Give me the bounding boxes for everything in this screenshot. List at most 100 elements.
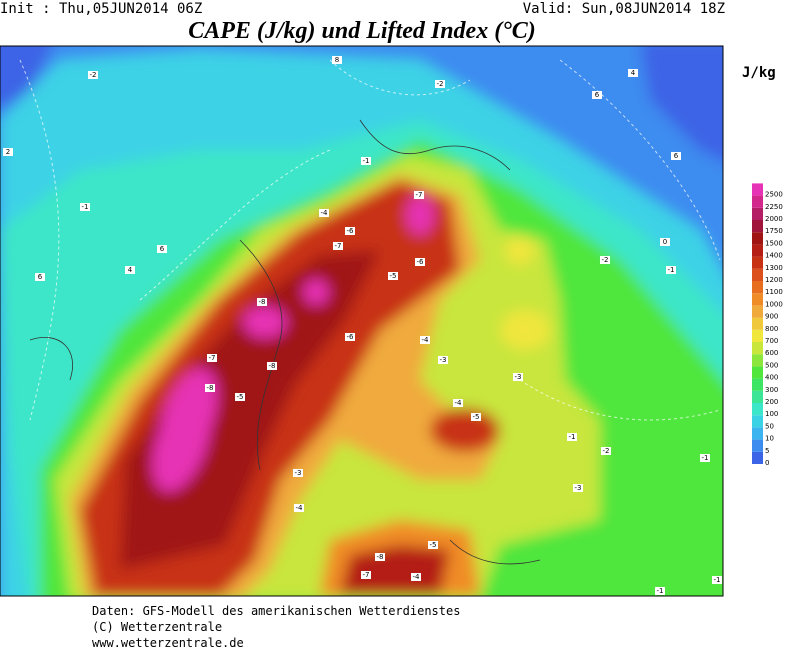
cape-field bbox=[505, 235, 535, 265]
label-box bbox=[388, 272, 398, 280]
label-box bbox=[453, 399, 463, 407]
colorbar-swatch bbox=[752, 195, 763, 208]
lifted-index-label: -3 bbox=[575, 484, 582, 492]
lifted-index-label: -1 bbox=[668, 266, 675, 274]
colorbar-label: 600 bbox=[765, 349, 778, 357]
colorbar-swatch bbox=[752, 415, 763, 428]
cape-field bbox=[641, 46, 723, 162]
colorbar-swatch bbox=[752, 366, 763, 379]
colorbar-label: 1500 bbox=[765, 239, 783, 247]
lifted-index-label: -2 bbox=[437, 80, 444, 88]
lifted-index-label: -1 bbox=[569, 433, 576, 441]
colorbar-label: 1300 bbox=[765, 264, 783, 272]
label-box bbox=[628, 69, 638, 77]
label-box bbox=[294, 504, 304, 512]
map-title: CAPE (J/kg) und Lifted Index (°C) bbox=[188, 18, 536, 44]
lifted-index-label: -1 bbox=[714, 576, 721, 584]
colorbar-swatch bbox=[752, 293, 763, 306]
lifted-index-label: 4 bbox=[128, 266, 133, 274]
lifted-index-label: -4 bbox=[296, 504, 304, 512]
footer-line: www.wetterzentrale.de bbox=[92, 636, 244, 648]
label-box bbox=[660, 238, 670, 246]
colorbar-swatch bbox=[752, 354, 763, 367]
colorbar-label: 1400 bbox=[765, 252, 783, 260]
lifted-index-label: -6 bbox=[347, 227, 355, 235]
cape-field bbox=[500, 310, 550, 350]
label-box bbox=[420, 336, 430, 344]
coastline bbox=[359, 119, 511, 171]
colorbar-swatch bbox=[752, 305, 763, 318]
label-box bbox=[471, 413, 481, 421]
colorbar-label: 1000 bbox=[765, 300, 783, 308]
colorbar-label: 10 bbox=[765, 435, 774, 443]
footer-line: (C) Wetterzentrale bbox=[92, 620, 222, 634]
cape-field bbox=[243, 306, 287, 338]
label-box bbox=[88, 71, 98, 79]
colorbar-label: 900 bbox=[765, 313, 778, 321]
contour-line bbox=[559, 59, 721, 261]
lifted-index-label: -4 bbox=[455, 399, 463, 407]
coastline bbox=[29, 337, 73, 381]
cape-field bbox=[303, 279, 329, 305]
lifted-index-label: -5 bbox=[237, 393, 244, 401]
colorbar-label: 100 bbox=[765, 410, 778, 418]
colorbar-label: 700 bbox=[765, 337, 778, 345]
label-box bbox=[293, 469, 303, 477]
colorbar-swatch bbox=[752, 317, 763, 330]
label-box bbox=[567, 433, 577, 441]
lifted-index-label: -2 bbox=[90, 71, 97, 79]
label-box bbox=[345, 227, 355, 235]
colorbar-label: 0 bbox=[765, 459, 769, 467]
label-box bbox=[361, 157, 371, 165]
footer-line: Daten: GFS-Modell des amerikanischen Wet… bbox=[92, 604, 460, 618]
label-box bbox=[3, 148, 13, 156]
lifted-index-label: -5 bbox=[390, 272, 397, 280]
cape-field bbox=[152, 368, 218, 492]
cape-field bbox=[0, 46, 52, 108]
cape-field bbox=[120, 250, 380, 570]
colorbar-label: 2000 bbox=[765, 215, 783, 223]
coastline bbox=[449, 539, 541, 565]
lifted-index-label: 6 bbox=[674, 152, 679, 160]
label-box bbox=[655, 587, 665, 595]
label-box bbox=[125, 266, 135, 274]
lifted-index-label: 6 bbox=[595, 91, 600, 99]
colorbar-swatch bbox=[752, 439, 763, 452]
valid-time: Valid: Sun,08JUN2014 18Z bbox=[523, 1, 725, 17]
colorbar-swatch bbox=[752, 232, 763, 245]
colorbar-label: 300 bbox=[765, 386, 778, 394]
label-box bbox=[712, 576, 722, 584]
colorbar-swatch bbox=[752, 244, 763, 257]
lifted-index-label: -5 bbox=[430, 541, 437, 549]
contour-line bbox=[329, 59, 471, 96]
colorbar-label: 2250 bbox=[765, 203, 783, 211]
label-box bbox=[700, 454, 710, 462]
colorbar-label: 5 bbox=[765, 447, 769, 455]
label-box bbox=[428, 541, 438, 549]
label-box bbox=[600, 256, 610, 264]
label-box bbox=[235, 393, 245, 401]
lifted-index-label: -1 bbox=[702, 454, 709, 462]
lifted-index-label: -8 bbox=[377, 553, 384, 561]
contour-line bbox=[19, 59, 60, 421]
lifted-index-label: 2 bbox=[6, 148, 10, 156]
map-frame bbox=[0, 45, 724, 597]
colorbar-label: 500 bbox=[765, 361, 778, 369]
lifted-index-label: -5 bbox=[473, 413, 480, 421]
unit-label: J/kg bbox=[742, 65, 776, 81]
label-box bbox=[157, 245, 167, 253]
colorbar-swatch bbox=[752, 256, 763, 269]
label-box bbox=[666, 266, 676, 274]
lifted-index-label: 6 bbox=[38, 273, 43, 281]
label-box bbox=[411, 573, 421, 581]
colorbar-label: 1200 bbox=[765, 276, 783, 284]
map bbox=[0, 46, 723, 596]
label-box bbox=[438, 356, 448, 364]
label-box bbox=[332, 56, 342, 64]
lifted-index-label: -6 bbox=[347, 333, 355, 341]
contour-line bbox=[519, 379, 721, 421]
label-box bbox=[435, 80, 445, 88]
label-box bbox=[207, 354, 217, 362]
lifted-index-label: -7 bbox=[335, 242, 342, 250]
